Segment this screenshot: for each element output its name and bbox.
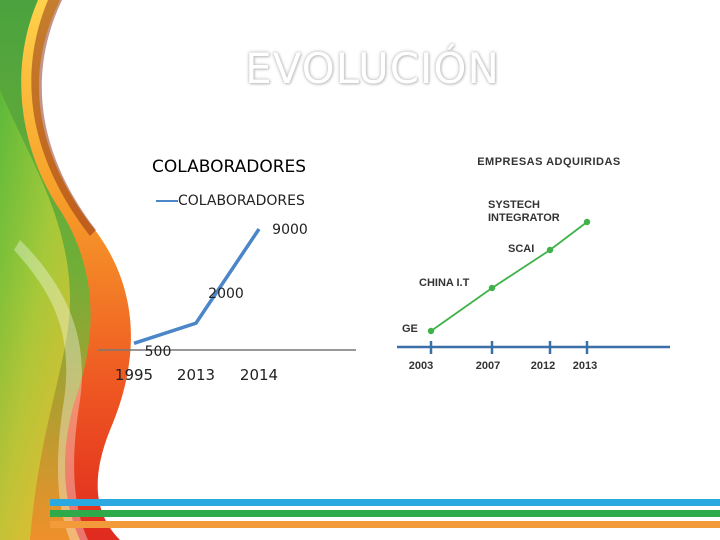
bottom-stripe-blue [50,499,720,506]
ribbon-highlight [14,240,88,540]
empresas-tick-label: 2012 [531,360,555,372]
empresas-tick-label: 2013 [573,360,597,372]
colaboradores-tick-label: 2013 [177,366,215,384]
empresas-tick-label: 2003 [409,360,433,372]
colaboradores-series-line [133,228,261,345]
colaboradores-tick-label: 1995 [115,366,153,384]
empresas-point-label: GE [402,323,418,335]
colaboradores-tick-label: 2014 [240,366,278,384]
legend-series-label: COLABORADORES [178,193,305,209]
empresas-chart-title: EMPRESAS ADQUIRIDAS [477,156,621,168]
empresas-data-point [488,284,496,292]
ribbon-dark-edge [31,0,97,236]
empresas-point-label: SCAI [508,243,534,255]
slide-title: EVOLUCIÓN [245,44,500,93]
empresas-point-label: CHINA I.T [419,277,470,289]
legend-line-swatch [156,200,178,202]
empresas-point-label: SYSTECH INTEGRATOR [488,199,560,224]
empresas-data-point [546,246,554,254]
colaboradores-data-label: 9000 [272,222,308,238]
colaboradores-data-label: 500 [145,344,172,360]
empresas-data-point [583,218,591,226]
colaboradores-legend: COLABORADORES [156,193,305,209]
empresas-series-line [430,221,588,332]
ribbon-yellow [0,90,70,540]
empresas-tick-label: 2007 [476,360,500,372]
colaboradores-data-label: 2000 [208,286,244,302]
empresas-data-point [427,327,435,335]
bottom-stripe-orange [50,521,720,528]
colaboradores-chart-title: COLABORADORES [152,157,307,177]
bottom-stripe-green [50,510,720,517]
